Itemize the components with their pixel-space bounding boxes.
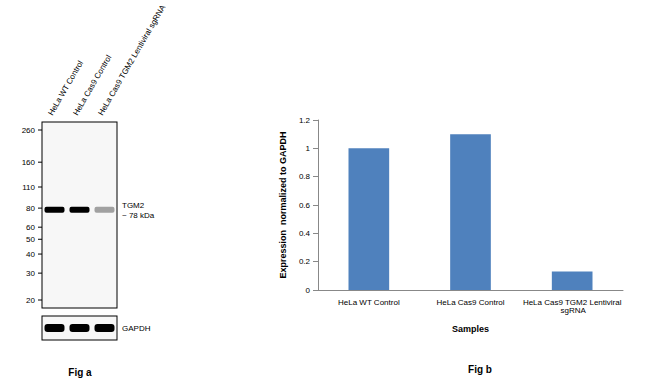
svg-text:160: 160 [22,158,36,167]
svg-text:110: 110 [22,183,35,192]
svg-text:Expression normalized to GAPD: Expression normalized to GAPDH [278,131,288,278]
svg-text:0: 0 [306,286,311,295]
svg-text:HeLa Cas9 Control: HeLa Cas9 Control [436,298,504,307]
svg-text:80: 80 [26,204,35,213]
svg-text:260: 260 [22,126,36,135]
svg-text:40: 40 [26,250,35,259]
svg-text:30: 30 [26,269,35,278]
svg-text:HeLa WT Control: HeLa WT Control [46,59,86,117]
svg-text:0.2: 0.2 [299,257,311,266]
svg-text:HeLa Cas9 Control: HeLa Cas9 Control [71,53,114,117]
svg-text:Samples: Samples [452,324,489,334]
svg-text:~ 78 kDa: ~ 78 kDa [122,211,155,220]
svg-text:0.4: 0.4 [299,229,311,238]
svg-text:1: 1 [306,144,311,153]
svg-text:0.8: 0.8 [299,172,311,181]
svg-text:GAPDH: GAPDH [122,324,151,333]
svg-text:sgRNA: sgRNA [558,306,586,315]
svg-text:Fig a: Fig a [68,367,92,378]
html-text:Fig b: Fig b [468,364,492,375]
svg-text:50: 50 [26,235,35,244]
svg-text:0.6: 0.6 [299,201,311,210]
svg-text:TGM2: TGM2 [122,201,145,210]
svg-text:20: 20 [26,296,35,305]
svg-text:HeLa WT Control: HeLa WT Control [338,298,400,307]
svg-text:1.2: 1.2 [299,116,311,125]
svg-text:HeLa Cas9 TGM2 Lentiviral: HeLa Cas9 TGM2 Lentiviral [522,297,622,307]
svg-text:HeLa Cas9 TGM2 Lentiviral sgRN: HeLa Cas9 TGM2 Lentiviral sgRNA [96,3,167,117]
svg-text:60: 60 [26,223,35,232]
